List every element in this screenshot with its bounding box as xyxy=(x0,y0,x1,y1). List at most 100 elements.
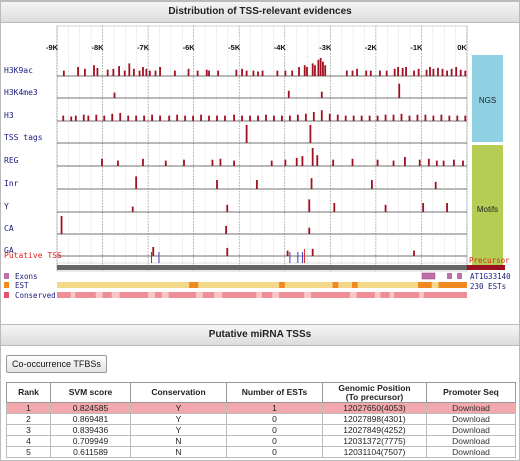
evidence-bar xyxy=(257,115,259,121)
track-label: Y xyxy=(4,202,9,211)
evidence-bar xyxy=(101,158,103,166)
evidence-bar xyxy=(324,65,327,76)
evidence-bar xyxy=(464,115,467,121)
evidence-bar xyxy=(216,115,218,121)
col-header-promoter-seq[interactable]: Promoter Seq xyxy=(426,382,516,403)
col-header-rank[interactable]: Rank xyxy=(6,382,51,403)
evidence-bar xyxy=(453,159,455,166)
evidence-bar xyxy=(241,68,243,76)
table-row[interactable]: 1 0.824585 Y 1 12027650(4053) Download xyxy=(6,402,516,414)
conserved-mark xyxy=(119,292,149,298)
precursor-label: Precursor xyxy=(469,256,510,265)
table-row[interactable]: 4 0.709949 N 0 12031372(7775) Download xyxy=(6,435,516,447)
evidence-bar xyxy=(450,68,453,76)
evidence-bar xyxy=(270,160,273,166)
evidence-bar xyxy=(77,67,79,76)
evidence-bar xyxy=(154,70,157,76)
evidence-bar xyxy=(281,115,283,121)
cooccurrence-tfbs-button[interactable]: Co-occurrence TFBSs xyxy=(6,355,107,373)
evidence-bar xyxy=(143,115,146,121)
track-ca: CA xyxy=(4,216,467,235)
conserved-mark xyxy=(262,292,273,298)
col-header-conservation[interactable]: Conservation xyxy=(130,382,227,403)
evidence-bar xyxy=(291,70,294,76)
evidence-bar xyxy=(440,114,443,121)
axis-tick-label: -8K xyxy=(92,43,105,52)
download-link[interactable]: Download xyxy=(452,414,490,424)
evidence-bar xyxy=(333,203,336,212)
tss-table: Rank SVM score Conservation Number of ES… xyxy=(6,382,516,458)
conserved-mark xyxy=(394,292,420,298)
axis-tick-label: 0K xyxy=(457,43,467,52)
track-inr: Inr xyxy=(4,176,467,190)
download-link[interactable]: Download xyxy=(452,447,490,457)
cell-promoter-seq[interactable]: Download xyxy=(426,446,516,458)
col-header-genomic-position[interactable]: Genomic Position (To precursor) xyxy=(322,382,427,403)
axis-tick-label: -2K xyxy=(365,43,378,52)
evidence-bar xyxy=(352,115,355,121)
evidence-bar xyxy=(287,90,290,98)
cell-conservation-text: Y xyxy=(175,425,182,435)
conserved-mark xyxy=(154,292,162,298)
evidence-bar xyxy=(376,115,379,121)
cell-promoter-seq[interactable]: Download xyxy=(426,413,516,425)
evidence-bar xyxy=(117,160,119,166)
evidence-bar xyxy=(404,157,406,166)
evidence-bar xyxy=(93,65,95,76)
evidence-bar xyxy=(208,70,210,76)
axis-tick-label: -3K xyxy=(319,43,332,52)
download-link[interactable]: Download xyxy=(452,436,490,446)
col-header-num-ests[interactable]: Number of ESTs xyxy=(226,382,323,403)
evidence-bar xyxy=(429,67,431,76)
evidence-bar xyxy=(311,63,314,76)
exon-block xyxy=(421,272,436,280)
cell-num-ests: 0 xyxy=(226,435,323,447)
evidence-bar xyxy=(142,67,144,76)
cell-rank: 5 xyxy=(6,446,51,458)
evidence-bar xyxy=(112,68,115,76)
evidence-panel: Distribution of TSS-relevant evidences -… xyxy=(1,1,519,323)
cell-svm-score: 0.611589 xyxy=(50,446,131,458)
exon-block xyxy=(447,273,452,279)
track-label: Inr xyxy=(4,179,19,188)
evidence-bar xyxy=(159,115,161,121)
table-row[interactable]: 3 0.839436 Y 0 12027849(4252) Download xyxy=(6,424,516,436)
est-marks xyxy=(189,282,467,288)
precursor-track xyxy=(57,265,467,270)
est-legend-swatch xyxy=(4,282,9,288)
evidence-bar xyxy=(416,114,419,121)
conserved-mark xyxy=(102,292,112,298)
table-row[interactable]: 2 0.869481 Y 0 12027898(4301) Download xyxy=(6,413,516,425)
evidence-bar xyxy=(87,115,90,121)
cell-svm-score: 0.839436 xyxy=(50,424,131,436)
evidence-bar xyxy=(311,148,314,166)
evidence-bar xyxy=(351,70,354,76)
cell-promoter-seq[interactable]: Download xyxy=(426,402,516,414)
evidence-bar xyxy=(301,156,304,166)
evidence-bar xyxy=(400,113,403,121)
evidence-bar xyxy=(219,158,222,166)
evidence-bar xyxy=(95,114,98,121)
ngs-group-label: NGS xyxy=(479,96,496,105)
table-row[interactable]: 5 0.611589 N 0 12031104(7507) Download xyxy=(6,446,516,458)
cell-genomic-position: 12031372(7775) xyxy=(322,435,427,447)
evidence-bar xyxy=(187,68,190,76)
evidence-bar xyxy=(241,115,243,121)
evidence-bar xyxy=(446,70,448,76)
track-label: H3K4me3 xyxy=(4,88,38,97)
evidence-bar xyxy=(255,180,258,189)
cell-num-ests: 0 xyxy=(226,424,323,436)
col-header-svm-score[interactable]: SVM score xyxy=(50,382,131,403)
evidence-bar xyxy=(368,115,371,121)
evidence-bar xyxy=(417,68,420,76)
track-label: H3 xyxy=(4,111,14,120)
download-link[interactable]: Download xyxy=(452,403,490,413)
cell-promoter-seq[interactable]: Download xyxy=(426,435,516,447)
evidence-bar xyxy=(164,160,167,166)
evidence-bar xyxy=(432,68,435,76)
grid-lines xyxy=(56,26,468,271)
download-link[interactable]: Download xyxy=(452,425,490,435)
cell-rank-text: 5 xyxy=(26,447,31,457)
evidence-bar xyxy=(360,115,363,121)
cell-promoter-seq[interactable]: Download xyxy=(426,424,516,436)
